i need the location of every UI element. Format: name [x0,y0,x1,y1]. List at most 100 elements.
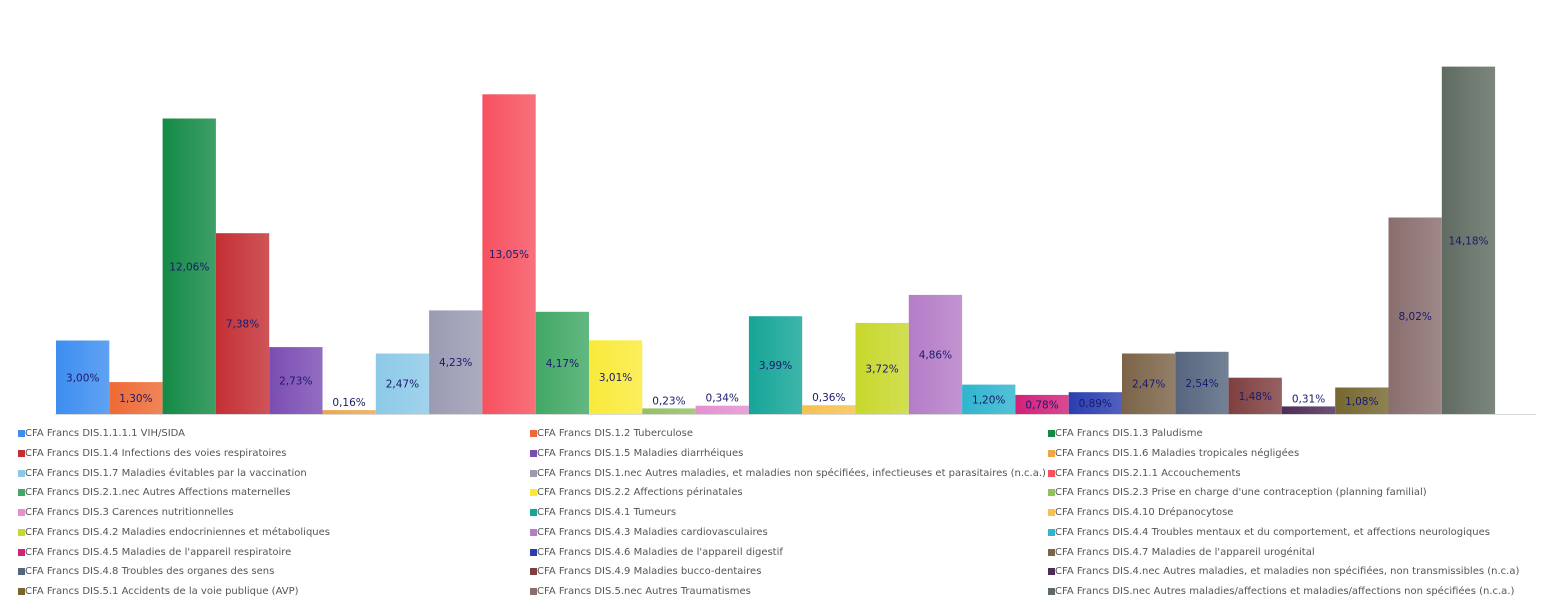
bar-label-15: 0,36% [812,392,845,404]
bar-label-14: 3,99% [759,360,792,372]
legend-item: CFA Francs DIS.2.2 Affections périnatale… [530,485,1048,501]
bar-label-26: 8,02% [1399,311,1432,323]
legend-item: CFA Francs DIS.4.6 Maladies de l'apparei… [530,544,1048,560]
legend-label: CFA Francs DIS.4.2 Maladies endocrinienn… [25,526,331,538]
bar-9 [482,94,536,415]
bar-12 [642,408,696,414]
bar-label-10: 4,17% [546,358,579,370]
bar-22 [1175,351,1229,414]
bar-19 [1015,394,1069,414]
legend-item: CFA Francs DIS.4.3 Maladies cardiovascul… [530,524,1048,540]
legend-label: CFA Francs DIS.4.9 Maladies bucco-dentai… [537,566,762,578]
legend-swatch [530,469,537,477]
legend-item: CFA Francs DIS.1.5 Maladies diarrhéiques [530,446,1048,462]
legend-item: CFA Francs DIS.4.8 Troubles des organes … [18,564,530,580]
legend-item: CFA Francs DIS.1.2 Tuberculose [530,426,1048,442]
legend-label: CFA Francs DIS.4.5 Maladies de l'apparei… [25,546,292,558]
bar-label-22: 2,54% [1185,378,1218,390]
bar-20 [1068,392,1122,414]
bar-label-17: 4,86% [919,350,952,362]
legend-label: CFA Francs DIS.3 Carences nutritionnelle… [25,507,234,519]
legend-label: CFA Francs DIS.2.1.1 Accouchements [1055,467,1241,479]
legend-swatch [18,528,25,536]
legend-label: CFA Francs DIS.4.1 Tumeurs [537,507,677,519]
legend-swatch [1048,489,1055,497]
legend-swatch [530,548,537,556]
bar-label-20: 0,89% [1079,398,1112,410]
bar-21 [1122,353,1176,414]
bar-16 [855,322,909,414]
bar-label-5: 2,73% [279,376,312,388]
legend-label: CFA Francs DIS.2.3 Prise en charge d'une… [1055,487,1427,499]
legend-swatch [18,509,25,517]
bar-label-27: 14,18% [1448,235,1488,247]
bar-23 [1228,377,1282,414]
bar-13 [695,405,749,414]
bar-label-21: 2,47% [1132,379,1165,391]
legend-item: CFA Francs DIS.1.1.1.1 VIH/SIDA [18,426,530,442]
bar-7 [375,353,430,414]
legend-swatch [1048,568,1055,576]
bar-label-9: 13,05% [489,249,529,261]
legend-swatch [18,450,25,458]
bar-14 [748,316,803,414]
legend-label: CFA Francs DIS.4.10 Drépanocytose [1055,507,1234,519]
bar-6 [322,410,376,414]
bar-label-11: 3,01% [599,372,632,384]
legend-label: CFA Francs DIS.2.2 Affections périnatale… [537,487,743,499]
legend-label: CFA Francs DIS.1.nec Autres maladies, et… [537,467,1046,479]
legend-item: CFA Francs DIS.1.nec Autres maladies, et… [530,465,1048,481]
legend-item: CFA Francs DIS.5.1 Accidents de la voie … [18,584,530,600]
legend-item: CFA Francs DIS.4.4 Troubles mentaux et d… [1048,524,1548,540]
legend-label: CFA Francs DIS.4.6 Maladies de l'apparei… [537,546,783,558]
bar-5 [269,347,323,414]
bar-label-4: 7,38% [226,319,259,331]
legend-item: CFA Francs DIS.2.3 Prise en charge d'une… [1048,485,1548,501]
bar-17 [908,294,963,414]
legend-label: CFA Francs DIS.1.7 Maladies évitables pa… [25,467,307,479]
legend-swatch [1048,430,1055,438]
legend-item: CFA Francs DIS.4.7 Maladies de l'apparei… [1048,544,1548,560]
legend-item: CFA Francs DIS.4.nec Autres maladies, et… [1048,564,1548,580]
legend-label: CFA Francs DIS.4.8 Troubles des organes … [25,566,275,578]
legend-swatch [1048,509,1055,517]
bar-3 [162,118,216,414]
bar-label-13: 0,34% [706,393,739,405]
legend-label: CFA Francs DIS.4.3 Maladies cardiovascul… [537,526,768,538]
legend-item: CFA Francs DIS.4.2 Maladies endocrinienn… [18,524,530,540]
legend-swatch [1048,528,1055,536]
bar-15 [802,405,856,414]
bar-label-12: 0,23% [652,395,685,407]
bar-label-3: 12,06% [169,261,209,273]
bar-label-2: 1,30% [119,393,152,405]
legend-item: CFA Francs DIS.5.nec Autres Traumatismes [530,584,1048,600]
bar-label-7: 2,47% [386,379,419,391]
legend-item: CFA Francs DIS.4.9 Maladies bucco-dentai… [530,564,1048,580]
bar-label-16: 3,72% [865,363,898,375]
legend-item: CFA Francs DIS.1.7 Maladies évitables pa… [18,465,530,481]
bar-11 [589,340,643,414]
legend-item: CFA Francs DIS.2.1.nec Autres Affections… [18,485,530,501]
bar-2 [109,382,163,414]
legend-swatch [18,489,25,497]
legend-item: CFA Francs DIS.nec Autres maladies/affec… [1048,584,1548,600]
bar-25 [1335,387,1389,414]
legend-label: CFA Francs DIS.1.2 Tuberculose [537,428,693,440]
bar-1 [56,340,110,414]
bar-27 [1441,66,1496,414]
legend-swatch [530,430,537,438]
legend-swatch [18,430,25,438]
legend-item: CFA Francs DIS.4.10 Drépanocytose [1048,505,1548,521]
bar-label-8: 4,23% [439,357,472,369]
legend-swatch [530,528,537,536]
legend-swatch [18,568,25,576]
legend-swatch [1048,450,1055,458]
legend-swatch [530,568,537,576]
legend-label: CFA Francs DIS.nec Autres maladies/affec… [1055,585,1515,597]
legend-label: CFA Francs DIS.5.1 Accidents de la voie … [25,585,299,597]
legend-swatch [18,469,25,477]
bar-4 [215,233,270,414]
legend-item: CFA Francs DIS.1.4 Infections des voies … [18,446,530,462]
legend-item: CFA Francs DIS.2.1.1 Accouchements [1048,465,1548,481]
legend-label: CFA Francs DIS.4.4 Troubles mentaux et d… [1055,526,1490,538]
